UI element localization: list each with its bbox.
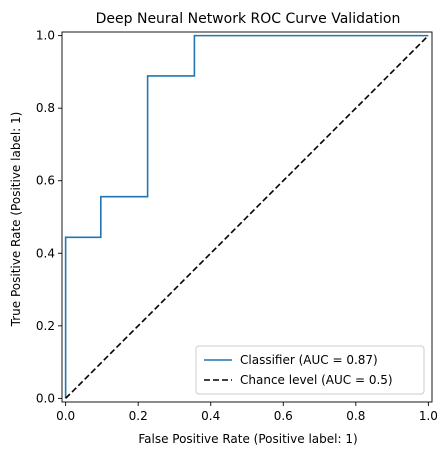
chance-level-line xyxy=(65,35,429,399)
y-tick-label: 0.2 xyxy=(36,319,55,333)
plot-frame xyxy=(61,31,433,403)
x-tick-label: 0.0 xyxy=(56,409,75,423)
x-tick-label: 0.6 xyxy=(274,409,293,423)
y-tick-label: 0.8 xyxy=(36,101,55,115)
y-tick-label: 0.0 xyxy=(36,391,55,405)
x-tick-label: 1.0 xyxy=(419,409,438,423)
y-tick-label: 0.4 xyxy=(36,246,55,260)
legend-label: Chance level (AUC = 0.5) xyxy=(240,373,393,387)
plot-area: 0.0 0.2 0.4 0.6 0.8 1.0 0.0 0.2 0.4 0.6 0.8 1.0 Clas… xyxy=(36,29,438,423)
y-tick-label: 0.6 xyxy=(36,174,55,188)
legend-label: Classifier (AUC = 0.87) xyxy=(240,353,378,367)
x-tick-label: 0.2 xyxy=(129,409,148,423)
x-tick-label: 0.4 xyxy=(201,409,220,423)
y-axis-label: True Positive Rate (Positive label: 1) xyxy=(9,112,23,328)
roc-curve-line xyxy=(64,34,429,399)
y-tick-label: 1.0 xyxy=(36,29,55,43)
x-axis-label: False Positive Rate (Positive label: 1) xyxy=(138,432,357,446)
legend-box xyxy=(195,345,425,395)
x-tick-label: 0.8 xyxy=(346,409,365,423)
chart-title: Deep Neural Network ROC Curve Validation xyxy=(96,11,401,27)
